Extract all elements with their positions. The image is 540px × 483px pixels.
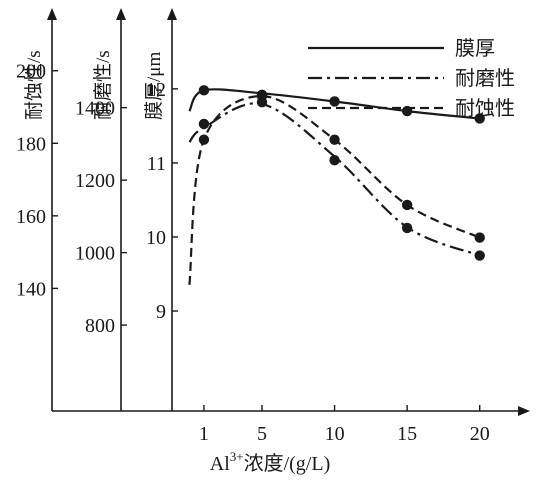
thickness-axis-arrow (167, 8, 177, 20)
x-axis-title-rest: 浓度/(g/L) (244, 452, 331, 475)
legend-label-3: 耐蚀性 (455, 97, 515, 120)
data-point (198, 118, 210, 130)
x-axis-title-superscript: 3+ (230, 449, 244, 464)
data-point (474, 250, 485, 261)
corrosion-tick-label: 140 (16, 278, 46, 300)
wear-tick-label: 1400 (75, 98, 115, 120)
data-point (329, 96, 340, 107)
x-tick-label: 15 (397, 423, 417, 445)
thickness-tick-label: 9 (156, 301, 166, 323)
wear-tick-label: 1200 (75, 170, 115, 192)
x-tick-label: 10 (325, 423, 345, 445)
corrosion-axis-arrow (47, 8, 57, 20)
corrosion-axis-title: 耐蚀性/s (23, 50, 45, 120)
data-point (329, 154, 340, 166)
wear-tick-label: 800 (85, 315, 115, 337)
data-point (198, 134, 210, 145)
data-point (401, 222, 413, 234)
wear-axis-title: 耐磨性/s (92, 50, 114, 120)
x-tick-label: 5 (257, 423, 267, 445)
data-point (329, 134, 340, 145)
thickness-tick-label: 10 (146, 227, 166, 249)
points-layer (198, 85, 485, 261)
wear-tick-label: 1000 (75, 243, 115, 265)
corrosion-tick-label: 200 (16, 61, 46, 83)
x-axis-title: Al3+浓度/(g/L) (210, 449, 331, 475)
data-point (256, 90, 268, 102)
series-line-3 (188, 94, 481, 285)
data-point (198, 85, 210, 96)
x-tick-label: 1 (199, 423, 209, 445)
thickness-tick-label: 11 (147, 153, 166, 175)
thickness-axis-title: 膜厚/μm (143, 52, 165, 120)
axes-layer: 1 5 10 15 20140160180200耐蚀性/s800100012001400… (16, 8, 530, 445)
series-line-2 (188, 102, 481, 257)
data-point (474, 113, 485, 124)
wear-axis-arrow (116, 8, 126, 20)
data-point (401, 199, 413, 211)
corrosion-tick-label: 180 (16, 133, 46, 155)
x-tick-label: 20 (470, 423, 490, 445)
x-axis-title-main: Al (210, 453, 230, 475)
thickness-tick-label: 12 (146, 79, 166, 101)
data-point (474, 232, 485, 243)
curves-layer (188, 88, 481, 285)
x-axis-arrow (518, 406, 530, 416)
corrosion-tick-label: 160 (16, 206, 46, 228)
legend-label-2: 耐磨性 (455, 67, 515, 90)
legend-label-1: 膜厚 (455, 37, 495, 60)
